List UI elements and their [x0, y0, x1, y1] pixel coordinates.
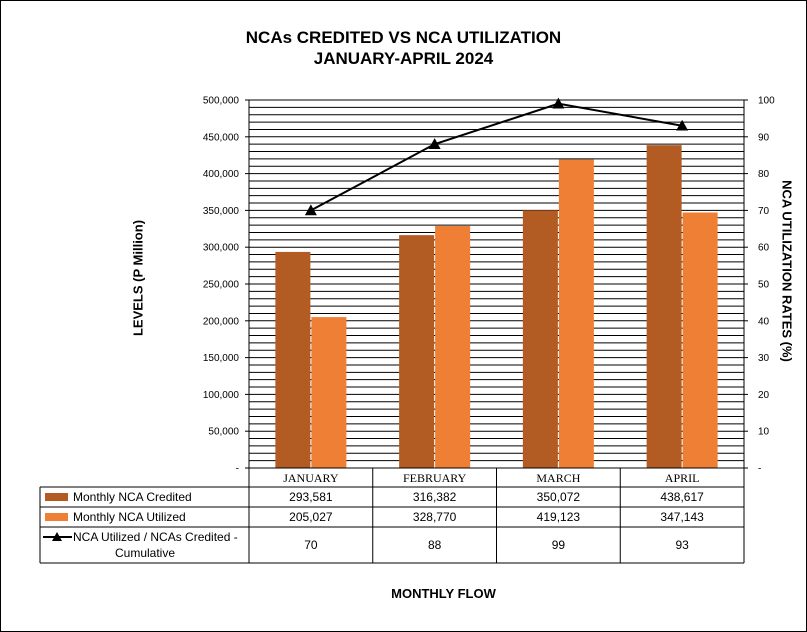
bar-utilized — [682, 212, 718, 468]
ratio-marker — [304, 204, 317, 216]
bar-credited — [399, 235, 435, 468]
x-tick-label: JANUARY — [283, 471, 339, 485]
y-tick-label: 200,000 — [203, 316, 240, 327]
data-label: 293,581 — [289, 490, 333, 504]
chart-title: NCAs CREDITED VS NCA UTILIZATION — [245, 28, 562, 47]
y2-tick-label: 20 — [758, 390, 770, 401]
y-tick-label: 300,000 — [203, 243, 240, 254]
legend-label-ratio: Cumulative — [115, 546, 175, 560]
ratio-marker — [428, 138, 441, 149]
data-label: 328,770 — [413, 510, 457, 524]
data-label: 93 — [675, 538, 689, 552]
y2-tick-label: 50 — [758, 280, 770, 291]
bar-credited — [522, 210, 558, 468]
y-tick-label: 250,000 — [203, 280, 240, 291]
data-label: 438,617 — [660, 490, 704, 504]
legend-swatch-utilized — [45, 513, 68, 521]
data-label: 347,143 — [660, 510, 704, 524]
y2-tick-label: 70 — [758, 206, 770, 217]
ratio-marker — [552, 97, 565, 109]
bar-utilized — [558, 159, 594, 469]
y2-tick-label: 30 — [758, 353, 770, 364]
data-label: 419,123 — [537, 510, 581, 524]
x-tick-label: APRIL — [665, 471, 700, 485]
legend-marker-ratio — [52, 532, 62, 541]
data-label: 70 — [304, 538, 318, 552]
y-tick-label: 400,000 — [203, 169, 240, 180]
y-tick-label: 450,000 — [203, 132, 240, 143]
y-tick-label: 50,000 — [208, 427, 239, 438]
y2-tick-label: - — [758, 464, 761, 475]
bar-credited — [646, 145, 682, 468]
data-label: 350,072 — [537, 490, 581, 504]
data-label: 205,027 — [289, 510, 333, 524]
y2-tick-label: 10 — [758, 427, 770, 438]
y-tick-label: 150,000 — [203, 353, 240, 364]
bar-utilized — [435, 226, 471, 468]
x-axis-label: MONTHLY FLOW — [391, 586, 496, 601]
data-label: 99 — [552, 538, 566, 552]
bar-utilized — [311, 317, 347, 468]
legend-swatch-credited — [45, 493, 68, 501]
x-tick-label: MARCH — [536, 471, 580, 485]
x-tick-label: FEBRUARY — [403, 471, 467, 485]
y-tick-label: 500,000 — [203, 96, 240, 107]
legend-label-ratio: NCA Utilized / NCAs Credited - — [73, 530, 238, 544]
legend-label-credited: Monthly NCA Credited — [73, 490, 192, 504]
y2-tick-label: 90 — [758, 132, 770, 143]
y2-tick-label: 100 — [758, 96, 775, 107]
ratio-line — [310, 102, 683, 212]
legend-label-utilized: Monthly NCA Utilized — [73, 510, 186, 524]
data-label: 316,382 — [413, 490, 457, 504]
y-tick-label: 350,000 — [203, 206, 240, 217]
y-tick-label: - — [236, 464, 239, 475]
data-label: 88 — [428, 538, 442, 552]
bar-credited — [275, 251, 311, 468]
y2-tick-label: 80 — [758, 169, 770, 180]
chart-subtitle: JANUARY-APRIL 2024 — [313, 49, 494, 68]
y2-tick-label: 40 — [758, 316, 770, 327]
ratio-marker — [676, 119, 689, 131]
y2-tick-label: 60 — [758, 243, 770, 254]
y-tick-label: 100,000 — [203, 390, 240, 401]
